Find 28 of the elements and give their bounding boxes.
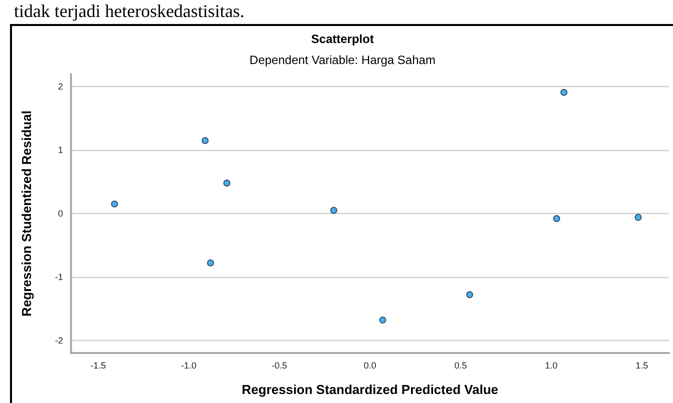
point [634,214,642,221]
y-tick-label: 2 [58,82,63,92]
point [553,215,560,222]
y-tick-label: 0 [58,208,63,218]
y-tick-label: -2 [54,335,63,346]
point [330,206,338,214]
x-tick-label: 0.0 [364,360,376,370]
x-axis-title: Regression Standardized Predicted Value [242,382,498,397]
x-tick-label: -0.5 [272,360,288,370]
point [207,259,214,266]
chart-title: Scatterplot [311,32,374,46]
y-axis-title: Regression Studentized Residual [19,110,34,316]
x-tick-label: 0.5 [454,360,467,370]
x-tick-label: -1.0 [181,360,197,370]
x-tick-label: 1.5 [636,360,648,370]
text: tidak terjadi heteroskedastisitas. [14,1,244,21]
chart-subtitle: Dependent Variable: Harga Saham [250,53,436,67]
point [110,200,118,208]
point [560,88,568,96]
x-tick-label: -1.5 [90,360,106,370]
point [202,137,209,144]
point [466,291,474,298]
x-tick-label: 1.0 [544,360,558,370]
chart-frame: Regression Studentized Residual Regression Standardized Predicted Value -2 -1 0 1 2 -1.5 -1.0 -0.5 0.0 0.5 1.0 1.5 Scatterplot Dependent Variable: Harga Saham [10,24,673,403]
y-tick-label: -1 [54,272,63,282]
point [223,180,230,187]
y-tick-label: 1 [58,145,63,156]
point [379,316,386,324]
